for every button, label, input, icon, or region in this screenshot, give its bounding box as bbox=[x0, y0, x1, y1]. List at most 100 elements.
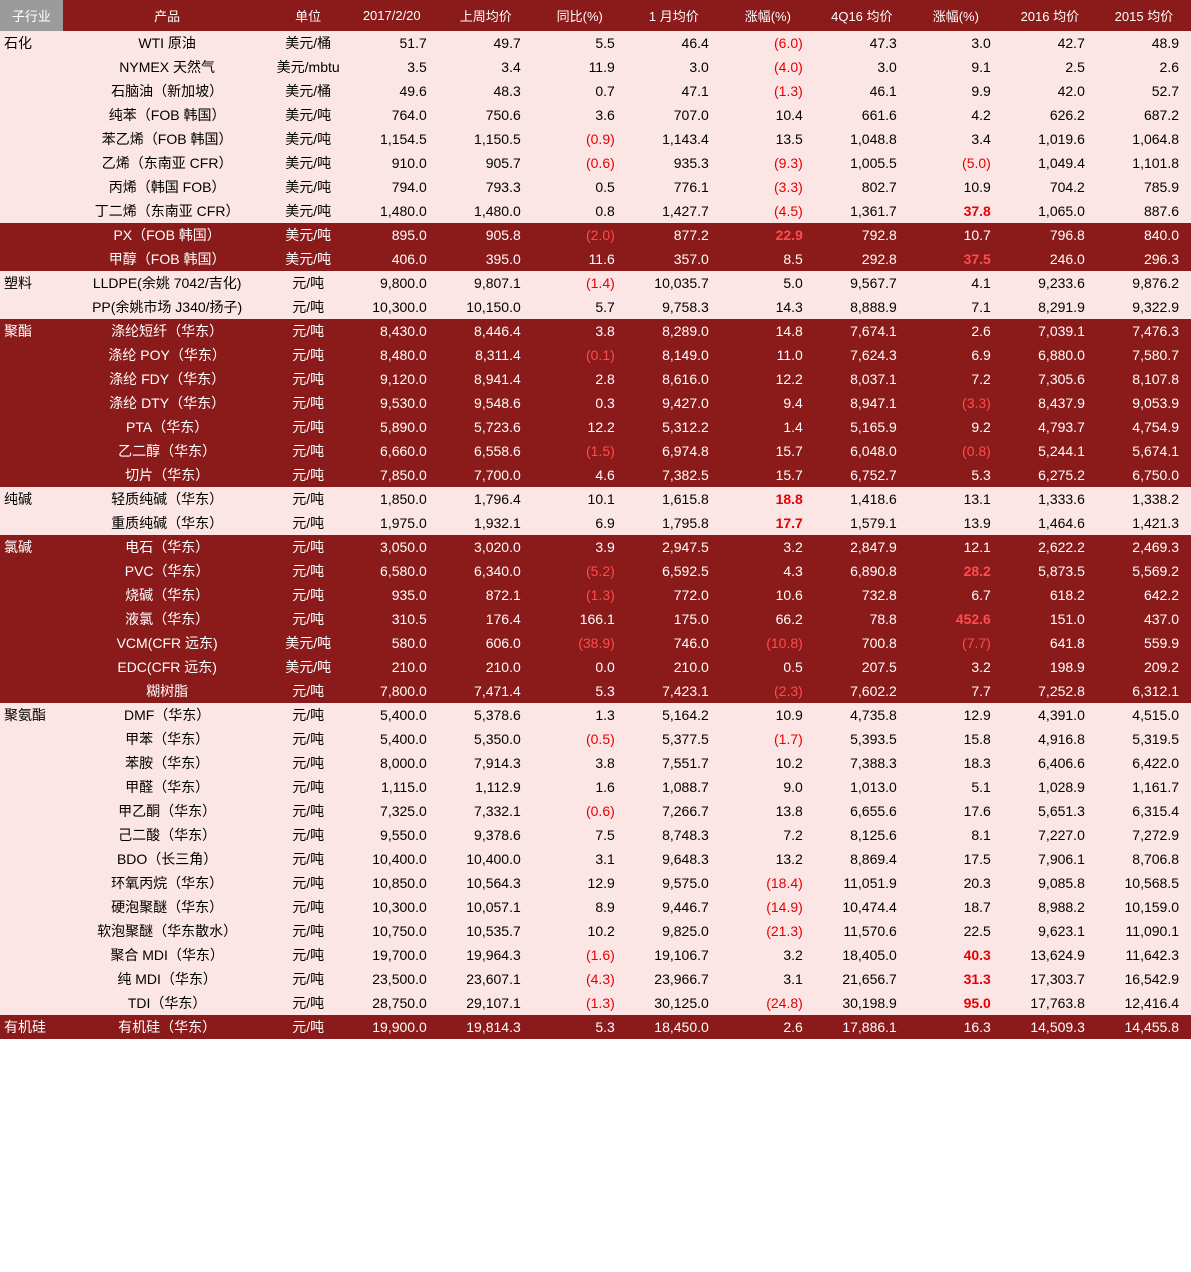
table-row: 涤纶 DTY（华东）元/吨9,530.09,548.60.39,427.09.4… bbox=[0, 391, 1191, 415]
cell-val: 6,592.5 bbox=[627, 559, 721, 583]
cell-unit: 元/吨 bbox=[272, 391, 345, 415]
cell-sub bbox=[0, 751, 63, 775]
cell-val: 5,400.0 bbox=[345, 703, 439, 727]
cell-val: 0.5 bbox=[721, 655, 815, 679]
cell-val: 10.6 bbox=[721, 583, 815, 607]
cell-val: 14,455.8 bbox=[1097, 1015, 1191, 1039]
cell-val: 10,300.0 bbox=[345, 295, 439, 319]
cell-sub bbox=[0, 679, 63, 703]
cell-val: 606.0 bbox=[439, 631, 533, 655]
cell-val: 8,291.9 bbox=[1003, 295, 1097, 319]
cell-val: (0.1) bbox=[533, 343, 627, 367]
cell-val: 8.9 bbox=[533, 895, 627, 919]
cell-val: 176.4 bbox=[439, 607, 533, 631]
cell-val: 10,750.0 bbox=[345, 919, 439, 943]
cell-val: 0.8 bbox=[533, 199, 627, 223]
cell-val: 6,880.0 bbox=[1003, 343, 1097, 367]
table-row: 涤纶 FDY（华东）元/吨9,120.08,941.42.88,616.012.… bbox=[0, 367, 1191, 391]
cell-val: (5.2) bbox=[533, 559, 627, 583]
cell-unit: 元/吨 bbox=[272, 919, 345, 943]
cell-sub: 聚酯 bbox=[0, 319, 63, 343]
cell-val: 764.0 bbox=[345, 103, 439, 127]
cell-val: 7.2 bbox=[909, 367, 1003, 391]
cell-unit: 元/吨 bbox=[272, 703, 345, 727]
cell-val: 9,876.2 bbox=[1097, 271, 1191, 295]
cell-val: 210.0 bbox=[439, 655, 533, 679]
cell-val: 22.9 bbox=[721, 223, 815, 247]
table-body: 石化WTI 原油美元/桶51.749.75.546.4(6.0)47.33.04… bbox=[0, 31, 1191, 1039]
cell-val: 1,019.6 bbox=[1003, 127, 1097, 151]
cell-name: 液氯（华东） bbox=[63, 607, 272, 631]
cell-unit: 元/吨 bbox=[272, 343, 345, 367]
col-header-v5: 涨幅(%) bbox=[721, 0, 815, 31]
cell-unit: 美元/吨 bbox=[272, 655, 345, 679]
cell-val: 1,028.9 bbox=[1003, 775, 1097, 799]
cell-val: 0.5 bbox=[533, 175, 627, 199]
cell-val: 8.5 bbox=[721, 247, 815, 271]
cell-val: 1,975.0 bbox=[345, 511, 439, 535]
cell-val: 7,272.9 bbox=[1097, 823, 1191, 847]
cell-val: (4.0) bbox=[721, 55, 815, 79]
cell-val: 12.2 bbox=[721, 367, 815, 391]
cell-sub bbox=[0, 919, 63, 943]
cell-val: 3.2 bbox=[909, 655, 1003, 679]
cell-val: 9,575.0 bbox=[627, 871, 721, 895]
cell-val: 7,039.1 bbox=[1003, 319, 1097, 343]
cell-sub bbox=[0, 631, 63, 655]
cell-val: 9.0 bbox=[721, 775, 815, 799]
cell-unit: 元/吨 bbox=[272, 847, 345, 871]
cell-val: 210.0 bbox=[345, 655, 439, 679]
cell-name: BDO（长三角） bbox=[63, 847, 272, 871]
cell-val: 5,400.0 bbox=[345, 727, 439, 751]
cell-val: 10,564.3 bbox=[439, 871, 533, 895]
cell-val: 877.2 bbox=[627, 223, 721, 247]
cell-val: 13.9 bbox=[909, 511, 1003, 535]
cell-val: 14,509.3 bbox=[1003, 1015, 1097, 1039]
table-row: 硬泡聚醚（华东）元/吨10,300.010,057.18.99,446.7(14… bbox=[0, 895, 1191, 919]
cell-name: VCM(CFR 远东) bbox=[63, 631, 272, 655]
cell-val: 10,400.0 bbox=[345, 847, 439, 871]
cell-val: 23,607.1 bbox=[439, 967, 533, 991]
cell-val: 9,427.0 bbox=[627, 391, 721, 415]
cell-val: 1,361.7 bbox=[815, 199, 909, 223]
cell-val: 17,763.8 bbox=[1003, 991, 1097, 1015]
cell-val: 6.7 bbox=[909, 583, 1003, 607]
cell-sub bbox=[0, 943, 63, 967]
cell-val: 292.8 bbox=[815, 247, 909, 271]
cell-sub bbox=[0, 799, 63, 823]
cell-val: 10.7 bbox=[909, 223, 1003, 247]
cell-val: 452.6 bbox=[909, 607, 1003, 631]
cell-val: 5,674.1 bbox=[1097, 439, 1191, 463]
cell-val: 11.9 bbox=[533, 55, 627, 79]
cell-val: 46.4 bbox=[627, 31, 721, 55]
cell-val: 5.3 bbox=[533, 1015, 627, 1039]
cell-unit: 元/吨 bbox=[272, 367, 345, 391]
cell-val: 5,890.0 bbox=[345, 415, 439, 439]
cell-unit: 美元/吨 bbox=[272, 175, 345, 199]
cell-sub bbox=[0, 463, 63, 487]
table-row: 甲醇（FOB 韩国）美元/吨406.0395.011.6357.08.5292.… bbox=[0, 247, 1191, 271]
table-row: 丙烯（韩国 FOB）美元/吨794.0793.30.5776.1(3.3)802… bbox=[0, 175, 1191, 199]
cell-val: 661.6 bbox=[815, 103, 909, 127]
cell-unit: 元/吨 bbox=[272, 1015, 345, 1039]
col-header-sub: 子行业 bbox=[0, 0, 63, 31]
cell-name: 环氧丙烷（华东） bbox=[63, 871, 272, 895]
cell-val: 2.5 bbox=[1003, 55, 1097, 79]
cell-val: 7,476.3 bbox=[1097, 319, 1191, 343]
table-row: 纯 MDI（华东）元/吨23,500.023,607.1(4.3)23,966.… bbox=[0, 967, 1191, 991]
cell-val: 9,623.1 bbox=[1003, 919, 1097, 943]
cell-val: 5.3 bbox=[533, 679, 627, 703]
cell-sub bbox=[0, 847, 63, 871]
cell-val: 166.1 bbox=[533, 607, 627, 631]
cell-val: 1,049.4 bbox=[1003, 151, 1097, 175]
cell-name: TDI（华东） bbox=[63, 991, 272, 1015]
cell-name: PVC（华东） bbox=[63, 559, 272, 583]
cell-val: 13.8 bbox=[721, 799, 815, 823]
cell-val: 16.3 bbox=[909, 1015, 1003, 1039]
cell-sub bbox=[0, 991, 63, 1015]
cell-val: 8,037.1 bbox=[815, 367, 909, 391]
cell-val: 19,700.0 bbox=[345, 943, 439, 967]
cell-val: (21.3) bbox=[721, 919, 815, 943]
cell-val: 5,350.0 bbox=[439, 727, 533, 751]
cell-val: 6.9 bbox=[909, 343, 1003, 367]
